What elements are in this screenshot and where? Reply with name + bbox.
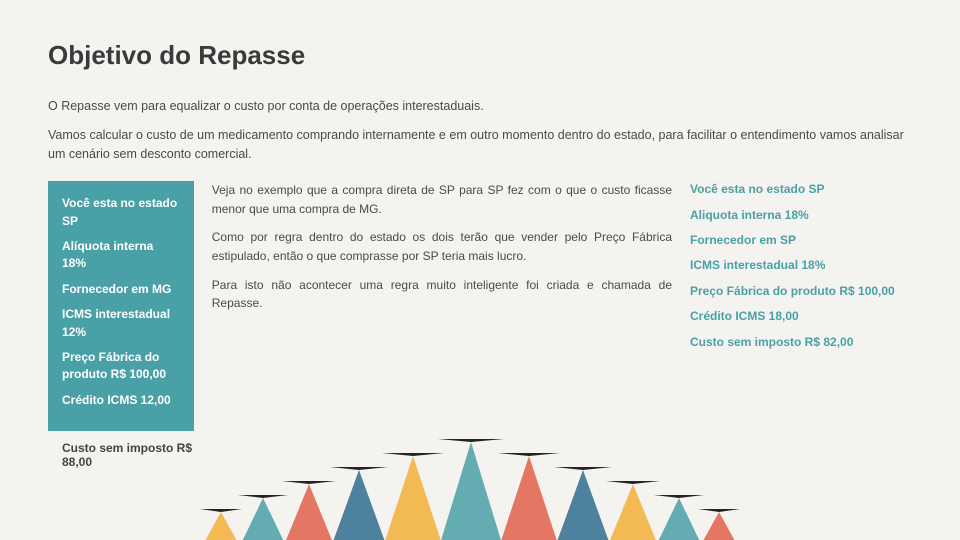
left-panel: Você esta no estado SP Alíquota interna … — [48, 181, 194, 431]
left-r5: Preço Fábrica do produto R$ 100,00 — [62, 349, 180, 384]
intro-block: O Repasse vem para equalizar o custo por… — [48, 97, 912, 163]
left-r1: Você esta no estado SP — [62, 195, 180, 230]
right-r2: Aliquota interna 18% — [690, 207, 912, 224]
mid-p1: Veja no exemplo que a compra direta de S… — [212, 181, 672, 218]
mid-column: Veja no exemplo que a compra direta de S… — [212, 181, 672, 469]
right-r6: Crédito ICMS 18,00 — [690, 308, 912, 325]
columns: Você esta no estado SP Alíquota interna … — [48, 181, 912, 469]
right-r7: Custo sem imposto R$ 82,00 — [690, 334, 912, 351]
left-column-wrap: Você esta no estado SP Alíquota interna … — [48, 181, 194, 469]
left-r4: ICMS interestadual 12% — [62, 306, 180, 341]
right-r1: Você esta no estado SP — [690, 181, 912, 198]
left-r3: Fornecedor em MG — [62, 281, 180, 298]
right-r3: Fornecedor em SP — [690, 232, 912, 249]
mid-p2: Como por regra dentro do estado os dois … — [212, 228, 672, 265]
intro-p2: Vamos calcular o custo de um medicamento… — [48, 126, 912, 164]
right-column: Você esta no estado SP Aliquota interna … — [690, 181, 912, 469]
right-r5: Preço Fábrica do produto R$ 100,00 — [690, 283, 912, 300]
page-title: Objetivo do Repasse — [48, 40, 912, 71]
left-custo: Custo sem imposto R$ 88,00 — [48, 441, 194, 469]
right-r4: ICMS interestadual 18% — [690, 257, 912, 274]
intro-p1: O Repasse vem para equalizar o custo por… — [48, 97, 912, 116]
left-r6: Crédito ICMS 12,00 — [62, 392, 180, 409]
mid-p3: Para isto não acontecer uma regra muito … — [212, 276, 672, 313]
left-r2: Alíquota interna 18% — [62, 238, 180, 273]
